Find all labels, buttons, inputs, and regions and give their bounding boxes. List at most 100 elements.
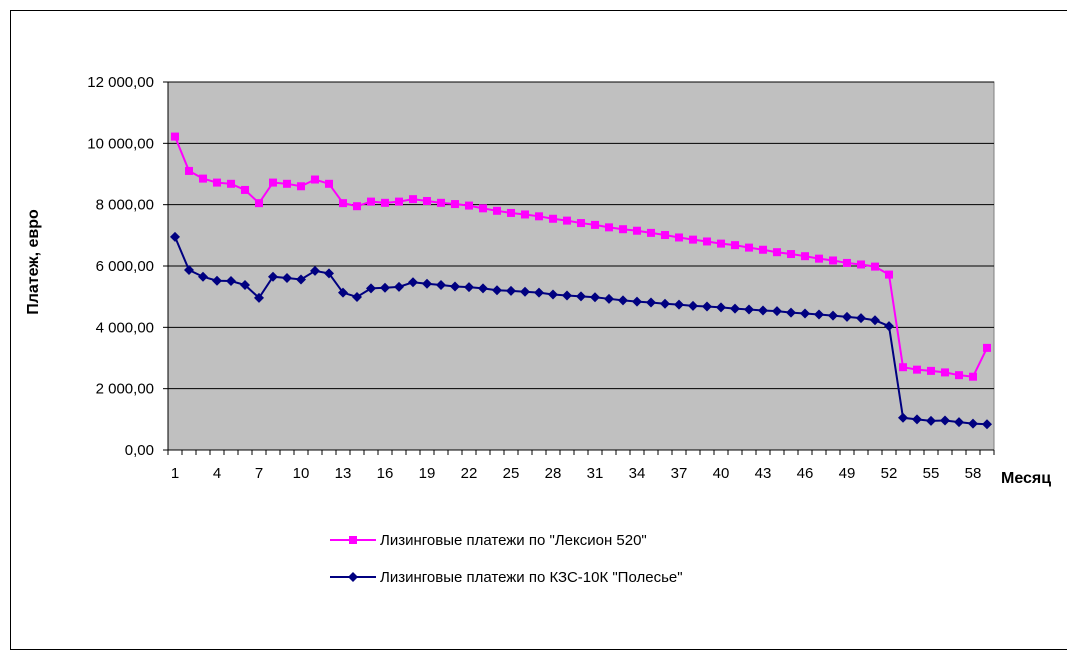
data-point: [716, 302, 726, 313]
data-point: [717, 239, 725, 248]
data-point: [170, 231, 180, 242]
data-point: [199, 174, 207, 183]
data-point: [577, 219, 585, 228]
data-point: [283, 179, 291, 188]
data-point: [297, 182, 305, 191]
data-point: [689, 235, 697, 244]
data-point: [731, 241, 739, 250]
data-point: [478, 283, 488, 294]
legend-item: Лизинговые платежи по "Лексион 520": [330, 532, 647, 549]
data-point: [213, 178, 221, 187]
data-point: [899, 363, 907, 372]
data-point: [521, 210, 529, 219]
data-point: [535, 212, 543, 221]
data-point: [674, 299, 684, 310]
data-point: [464, 282, 474, 293]
y-tick-label: 12 000,00: [87, 74, 154, 91]
x-axis-title: Месяц: [1001, 470, 1051, 487]
x-tick-label: 49: [839, 465, 856, 482]
chart: 0,00 2 000,00 4 000,00 6 000,00 8 000,00 10 0…: [25, 74, 1051, 586]
data-point: [954, 417, 964, 428]
data-point: [591, 220, 599, 229]
series-kzs-10k-polesye: [170, 231, 992, 430]
data-point: [702, 301, 712, 312]
data-point: [506, 285, 516, 296]
x-tick-label: 31: [587, 465, 604, 482]
data-point: [240, 280, 250, 291]
data-point: [255, 199, 263, 208]
series-layer: [170, 132, 992, 430]
data-point: [171, 132, 179, 141]
data-point: [842, 311, 852, 322]
data-point: [590, 292, 600, 303]
data-point: [422, 278, 432, 289]
data-point: [381, 198, 389, 207]
data-point: [507, 208, 515, 217]
data-point: [325, 179, 333, 188]
data-point: [983, 343, 991, 352]
x-tick-label: 40: [713, 465, 730, 482]
gridlines: [168, 81, 994, 390]
data-point: [423, 196, 431, 205]
axes: [167, 82, 994, 451]
data-point: [884, 321, 894, 332]
x-tick-label: 4: [213, 465, 221, 482]
data-point: [450, 281, 460, 292]
data-point: [563, 216, 571, 225]
legend-item: Лизинговые платежи по КЗС-10К "Полесье": [330, 569, 683, 586]
y-tick-label: 4 000,00: [96, 319, 154, 336]
data-point: [339, 199, 347, 208]
x-tick-label: 52: [881, 465, 898, 482]
data-point: [968, 418, 978, 429]
x-tick-label: 10: [293, 465, 310, 482]
x-tick-label: 58: [965, 465, 982, 482]
data-point: [394, 281, 404, 292]
x-tick-label: 34: [629, 465, 646, 482]
x-axis-ticks: 1 4 7 10 13 16 19 22 25 28 31 34 37 40 43 46 49 52 55 58: [167, 450, 995, 482]
data-point: [520, 286, 530, 297]
data-point: [226, 276, 236, 287]
data-point: [800, 308, 810, 319]
data-point: [241, 185, 249, 194]
data-point: [549, 214, 557, 223]
y-tick-label: 10 000,00: [87, 135, 154, 152]
data-point: [282, 272, 292, 283]
data-point: [367, 197, 375, 206]
x-tick-label: 16: [377, 465, 394, 482]
data-point: [885, 270, 893, 279]
data-point: [465, 201, 473, 210]
data-point: [548, 289, 558, 300]
data-point: [843, 258, 851, 267]
data-point: [955, 371, 963, 380]
data-point: [534, 287, 544, 298]
data-point: [912, 414, 922, 425]
x-tick-label: 43: [755, 465, 772, 482]
data-point: [941, 368, 949, 377]
data-point: [759, 245, 767, 254]
data-point: [618, 295, 628, 306]
data-point: [311, 175, 319, 184]
data-point: [380, 282, 390, 293]
data-point: [745, 243, 753, 252]
data-point: [787, 250, 795, 259]
data-point: [856, 313, 866, 324]
legend: Лизинговые платежи по "Лексион 520" Лизин…: [330, 532, 683, 586]
y-tick-label: 0,00: [125, 442, 154, 459]
data-point: [366, 283, 376, 294]
data-point: [815, 254, 823, 263]
data-point: [828, 310, 838, 321]
data-point: [184, 264, 194, 275]
data-point: [647, 228, 655, 237]
data-point: [786, 307, 796, 318]
series-lexion-520: [171, 132, 991, 381]
data-point: [212, 275, 222, 286]
data-point: [254, 292, 264, 303]
data-point: [338, 287, 348, 298]
data-point: [632, 296, 642, 307]
x-tick-label: 1: [171, 465, 179, 482]
data-point: [870, 315, 880, 326]
data-point: [479, 204, 487, 213]
data-point: [926, 415, 936, 426]
data-point: [913, 365, 921, 374]
x-tick-label: 7: [255, 465, 263, 482]
